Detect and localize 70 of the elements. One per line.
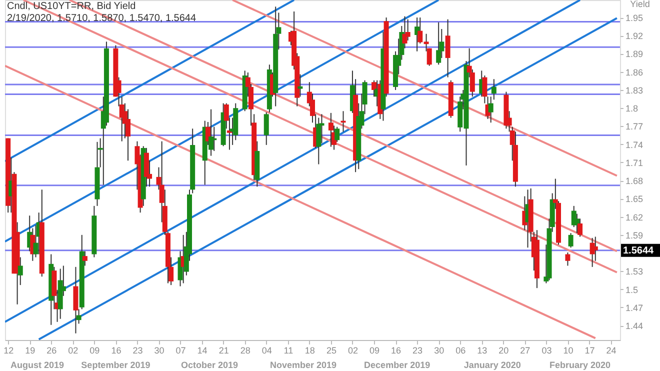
x-tick-label: 18 (304, 346, 315, 356)
x-tick-label: 30 (434, 346, 444, 356)
y-tick-label: 1.59 (626, 230, 644, 240)
y-tick-label: 1.92 (626, 31, 644, 42)
x-tick-label: 03 (542, 346, 552, 356)
candlestick (568, 232, 574, 248)
x-tick-label: 09 (369, 346, 380, 356)
text: December 2019 (364, 360, 430, 370)
candlestick (328, 112, 334, 148)
x-tick-label: 26 (46, 346, 57, 356)
ref-line-label: 1.5644 (623, 245, 654, 256)
x-tick-label: 28 (240, 346, 250, 356)
candlestick (488, 96, 494, 124)
candlestick (578, 218, 583, 238)
text: August 2019 (10, 360, 64, 370)
text: February 2020 (550, 360, 611, 370)
x-tick-label: 06 (456, 346, 466, 356)
x-tick-label: 24 (606, 346, 616, 356)
candlestick (565, 252, 570, 266)
x-tick-label: 27 (520, 346, 530, 356)
x-tick-label: 23 (412, 346, 423, 356)
x-tick-label: 25 (326, 346, 336, 356)
candlestick (491, 78, 496, 100)
text: October 2019 (180, 360, 238, 370)
text: September 2019 (81, 360, 150, 370)
y-tick-label: 1.71 (626, 158, 644, 168)
x-tick-label: 19 (25, 346, 36, 356)
y-tick-label: 1.86 (626, 67, 644, 78)
x-tick-label: 04 (262, 346, 272, 356)
x-tick-label: 17 (584, 346, 595, 356)
x-tick-label: 16 (391, 346, 402, 356)
x-tick-label: 21 (218, 346, 229, 356)
candlestick (436, 22, 442, 66)
y-tick-label: 1.5 (626, 284, 638, 295)
y-tick-label: 1.65 (626, 194, 644, 204)
candlestick (82, 250, 88, 266)
text: November 2019 (270, 360, 337, 370)
x-tick-label: 07 (176, 346, 186, 356)
candlestick (316, 117, 322, 165)
candlestick (592, 236, 598, 262)
x-tick-label: 10 (563, 346, 574, 356)
y-tick-label: 1.74 (626, 140, 644, 150)
y-tick-label: 1.77 (626, 122, 644, 132)
y-tick-label: 1.53 (626, 266, 644, 277)
candlestick (445, 18, 450, 78)
x-tick-label: 02 (348, 346, 358, 356)
y-axis-title: Yield (630, 0, 650, 9)
x-tick-label: 11 (284, 346, 294, 356)
x-tick-label: 13 (477, 346, 488, 356)
x-tick-label: 20 (498, 346, 509, 356)
candlestick (298, 74, 303, 98)
x-tick-label: 02 (68, 346, 78, 356)
y-tick-label: 1.95 (626, 13, 644, 24)
x-tick-label: 30 (154, 346, 164, 356)
candlestick (482, 74, 488, 104)
y-tick-label: 1.62 (626, 212, 644, 222)
candlestick (264, 112, 269, 146)
y-tick-label: 1.68 (626, 176, 644, 186)
text: January 2020 (464, 360, 521, 370)
y-tick-label: 1.44 (626, 321, 644, 332)
y-tick-label: 1.8 (626, 104, 638, 114)
y-tick-label: 1.83 (626, 85, 644, 96)
x-tick-label: 16 (111, 346, 122, 356)
x-tick-label: 09 (90, 346, 100, 356)
x-tick-label: 23 (132, 346, 143, 356)
y-tick-label: 1.47 (626, 302, 644, 313)
y-tick-label: 1.89 (626, 49, 644, 60)
candlestick (574, 213, 580, 234)
x-tick-label: 14 (197, 346, 208, 356)
x-tick-label: 12 (4, 346, 14, 356)
